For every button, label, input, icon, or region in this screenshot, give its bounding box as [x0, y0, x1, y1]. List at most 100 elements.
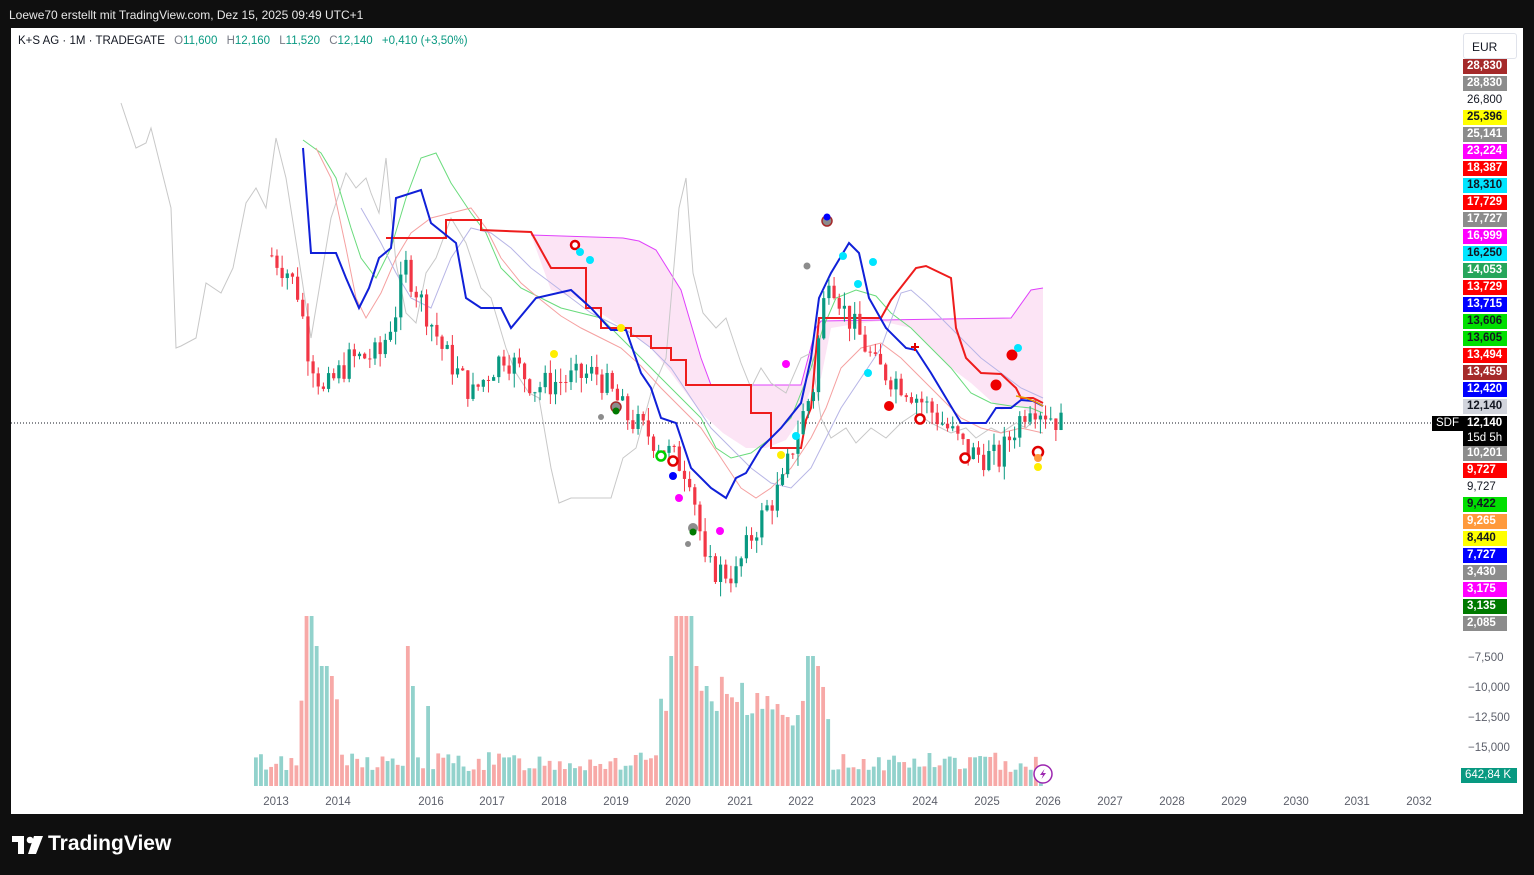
sdf-tag: SDF [1432, 416, 1463, 431]
volume-axis-tick: −15,000 [1468, 742, 1510, 754]
price-axis-label: 12,140 [1463, 399, 1507, 414]
cloud-area [531, 235, 1043, 448]
base-line-red [386, 219, 1044, 449]
candle-down [476, 384, 480, 387]
volume-bar [319, 666, 324, 786]
price-axis-label: 25,396 [1463, 110, 1507, 125]
price-axis-label: 13,605 [1463, 331, 1507, 346]
volume-bar [699, 690, 704, 786]
candle-down [956, 426, 960, 434]
price-axis-label: 2,085 [1463, 616, 1507, 631]
volume-bar [633, 754, 638, 786]
lagging-span-line [120, 102, 1032, 504]
volume-bar [937, 765, 942, 786]
candle-up [775, 484, 779, 511]
volume-bar [451, 763, 456, 786]
candle-down [651, 436, 656, 451]
candle-down [626, 396, 630, 421]
candle-up [827, 285, 831, 299]
volume-bar [476, 758, 481, 786]
candle-up [971, 447, 975, 460]
conversion-line-blue [302, 147, 1044, 500]
chart-frame[interactable]: 2013 2014 2016 2017 2018 2019 2020 2021 2022 2023… [11, 28, 1523, 814]
candle-down [672, 445, 676, 447]
volume-bar [350, 753, 355, 786]
candle-up [796, 434, 800, 454]
time-axis-tick: 2029 [1221, 796, 1247, 808]
volume-bar [755, 693, 760, 786]
time-axis-tick: 2016 [418, 796, 444, 808]
time-axis-tick: 2026 [1035, 796, 1061, 808]
candle-down [909, 397, 914, 403]
open-label: O [174, 35, 184, 47]
volume-group [254, 616, 1043, 786]
marker-cyan [854, 280, 862, 288]
candle-up [1013, 437, 1017, 441]
tradingview-logo-icon [12, 836, 43, 854]
candle-down [899, 378, 903, 396]
candle-down [378, 342, 382, 355]
volume-bar [481, 769, 486, 786]
price-axis-label: 13,715 [1463, 297, 1507, 312]
price-axis-label: 12,420 [1463, 382, 1507, 397]
marker-cyan [586, 256, 594, 264]
candle-down [564, 381, 568, 383]
candle-up [347, 349, 351, 379]
volume-bar [522, 770, 527, 786]
volume-bar [638, 752, 643, 786]
candle-up [512, 357, 516, 374]
volume-bar [507, 757, 512, 786]
volume-bar [800, 700, 805, 786]
candle-down [868, 351, 872, 353]
volume-bar [973, 757, 977, 786]
marker-cyan [839, 252, 847, 260]
candle-up [667, 445, 671, 453]
volume-bar [811, 656, 815, 786]
top-bar: Loewe70 erstellt mit TradingView.com, De… [0, 0, 1534, 28]
volume-bar [588, 759, 593, 786]
candle-down [770, 505, 774, 511]
candle-down [966, 439, 970, 460]
volume-bar [856, 769, 861, 786]
symbol-name: K+S AG · 1M · TRADEGATE [18, 35, 165, 47]
marker-yellow [617, 324, 625, 332]
candle-down [713, 556, 718, 582]
volume-bar [289, 758, 294, 786]
price-axis-label: 9,727 [1463, 480, 1507, 495]
candle-down [435, 324, 439, 337]
volume-bar [370, 769, 375, 786]
volume-bar [299, 700, 304, 786]
volume-bar [608, 761, 613, 786]
volume-bar [486, 752, 491, 786]
marker-red-cross [911, 343, 919, 351]
volume-bar [365, 757, 370, 786]
price-axis-label: 10,201 [1463, 446, 1507, 461]
candle-up [538, 387, 542, 393]
volume-bar [643, 759, 648, 786]
candle-up [455, 368, 460, 375]
signal-markers [550, 213, 1045, 547]
volume-bar [851, 767, 856, 786]
volume-bar [1003, 761, 1008, 786]
candle-up [744, 535, 748, 559]
candle-down [352, 349, 356, 357]
volume-bar [497, 753, 501, 786]
volume-bar [568, 763, 572, 786]
volume-bar [866, 769, 871, 786]
volume-bar [375, 767, 380, 786]
volume-bar [345, 765, 349, 786]
volume-bar [978, 756, 983, 786]
candle-up [394, 317, 398, 332]
chart-canvas[interactable]: 2013 2014 2016 2017 2018 2019 2020 2021 2022 2023… [11, 28, 1523, 814]
volume-bar [821, 686, 826, 786]
volume-bar [578, 766, 582, 786]
candle-up [765, 505, 769, 511]
currency-selector[interactable]: EUR [1463, 33, 1517, 59]
marker-red-ring [959, 452, 971, 464]
candle-down [342, 365, 346, 379]
price-axis-label: 15d 5h [1463, 431, 1507, 446]
volume-bar [932, 767, 937, 786]
candle-down [646, 420, 650, 437]
marker-yellow [550, 350, 558, 358]
marker-blue [823, 213, 831, 221]
